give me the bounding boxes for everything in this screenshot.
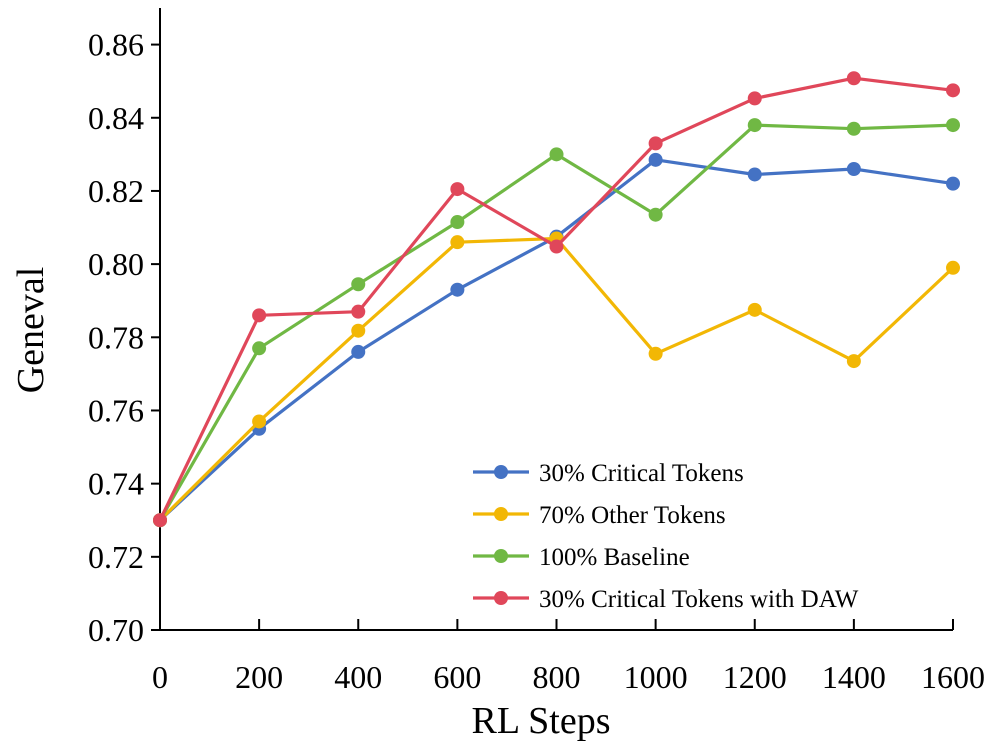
series-layer	[153, 71, 960, 528]
data-point	[549, 239, 564, 254]
data-point	[648, 207, 663, 222]
y-ticks: 0.70 0.72 0.74 0.76 0.78 0.80 0.82 0.84 0.86	[88, 27, 160, 648]
axes	[159, 8, 953, 631]
x-tick-label: 800	[533, 659, 581, 695]
data-point	[648, 152, 663, 167]
legend-item: 30% Critical Tokens	[473, 460, 744, 487]
data-point	[747, 118, 762, 133]
data-point	[846, 121, 861, 136]
x-ticks: 0 200 400 600 800 1000 1200 1400 1600	[152, 619, 985, 695]
x-tick-label: 0	[152, 659, 168, 695]
y-tick-label: 0.84	[88, 100, 144, 136]
series-3	[153, 118, 960, 528]
legend-marker	[494, 465, 508, 479]
data-point	[946, 83, 960, 98]
legend-item: 30% Critical Tokens with DAW	[473, 586, 859, 613]
data-point	[747, 302, 762, 317]
legend: 30% Critical Tokens 70% Other Tokens 100% …	[473, 460, 859, 613]
y-tick-label: 0.76	[88, 392, 144, 428]
x-tick-label: 1000	[624, 659, 688, 695]
data-point	[946, 260, 960, 275]
data-point	[450, 215, 465, 230]
x-axis-label: RL Steps	[472, 700, 611, 742]
legend-item: 100% Baseline	[473, 544, 690, 571]
legend-label: 30% Critical Tokens with DAW	[539, 586, 859, 613]
data-point	[747, 167, 762, 182]
legend-marker	[494, 507, 508, 521]
y-tick-label: 0.80	[88, 246, 144, 282]
legend-marker	[494, 591, 508, 605]
x-tick-label: 1400	[822, 659, 886, 695]
y-tick-label: 0.72	[88, 539, 144, 575]
data-point	[252, 341, 267, 356]
x-tick-label: 1600	[921, 659, 985, 695]
data-point	[846, 354, 861, 369]
data-point	[450, 282, 465, 297]
data-point	[846, 71, 861, 86]
legend-label: 100% Baseline	[539, 544, 690, 571]
data-point	[747, 91, 762, 106]
legend-label: 30% Critical Tokens	[539, 460, 744, 487]
data-point	[351, 304, 366, 319]
x-tick-label: 400	[334, 659, 382, 695]
y-tick-label: 0.86	[88, 27, 144, 63]
data-point	[252, 308, 267, 323]
y-tick-label: 0.82	[88, 173, 144, 209]
x-tick-label: 200	[235, 659, 283, 695]
series-line	[158, 76, 954, 521]
data-point	[252, 414, 267, 429]
legend-label: 70% Other Tokens	[539, 502, 726, 529]
data-point	[648, 136, 663, 151]
y-tick-label: 0.78	[88, 319, 144, 355]
data-point	[153, 513, 167, 528]
x-tick-label: 1200	[723, 659, 787, 695]
data-point	[351, 323, 366, 338]
series-4	[153, 71, 960, 528]
y-axis-label: Geneval	[10, 267, 52, 394]
x-tick-label: 600	[433, 659, 481, 695]
legend-marker	[494, 549, 508, 563]
data-point	[846, 161, 861, 176]
data-point	[351, 277, 366, 292]
data-point	[549, 147, 564, 162]
legend-item: 70% Other Tokens	[473, 502, 726, 529]
data-point	[450, 182, 465, 197]
data-point	[946, 176, 960, 191]
data-point	[450, 235, 465, 250]
data-point	[648, 346, 663, 361]
data-point	[351, 344, 366, 359]
y-tick-label: 0.70	[88, 612, 144, 648]
y-tick-label: 0.74	[88, 466, 144, 502]
data-point	[946, 118, 960, 133]
